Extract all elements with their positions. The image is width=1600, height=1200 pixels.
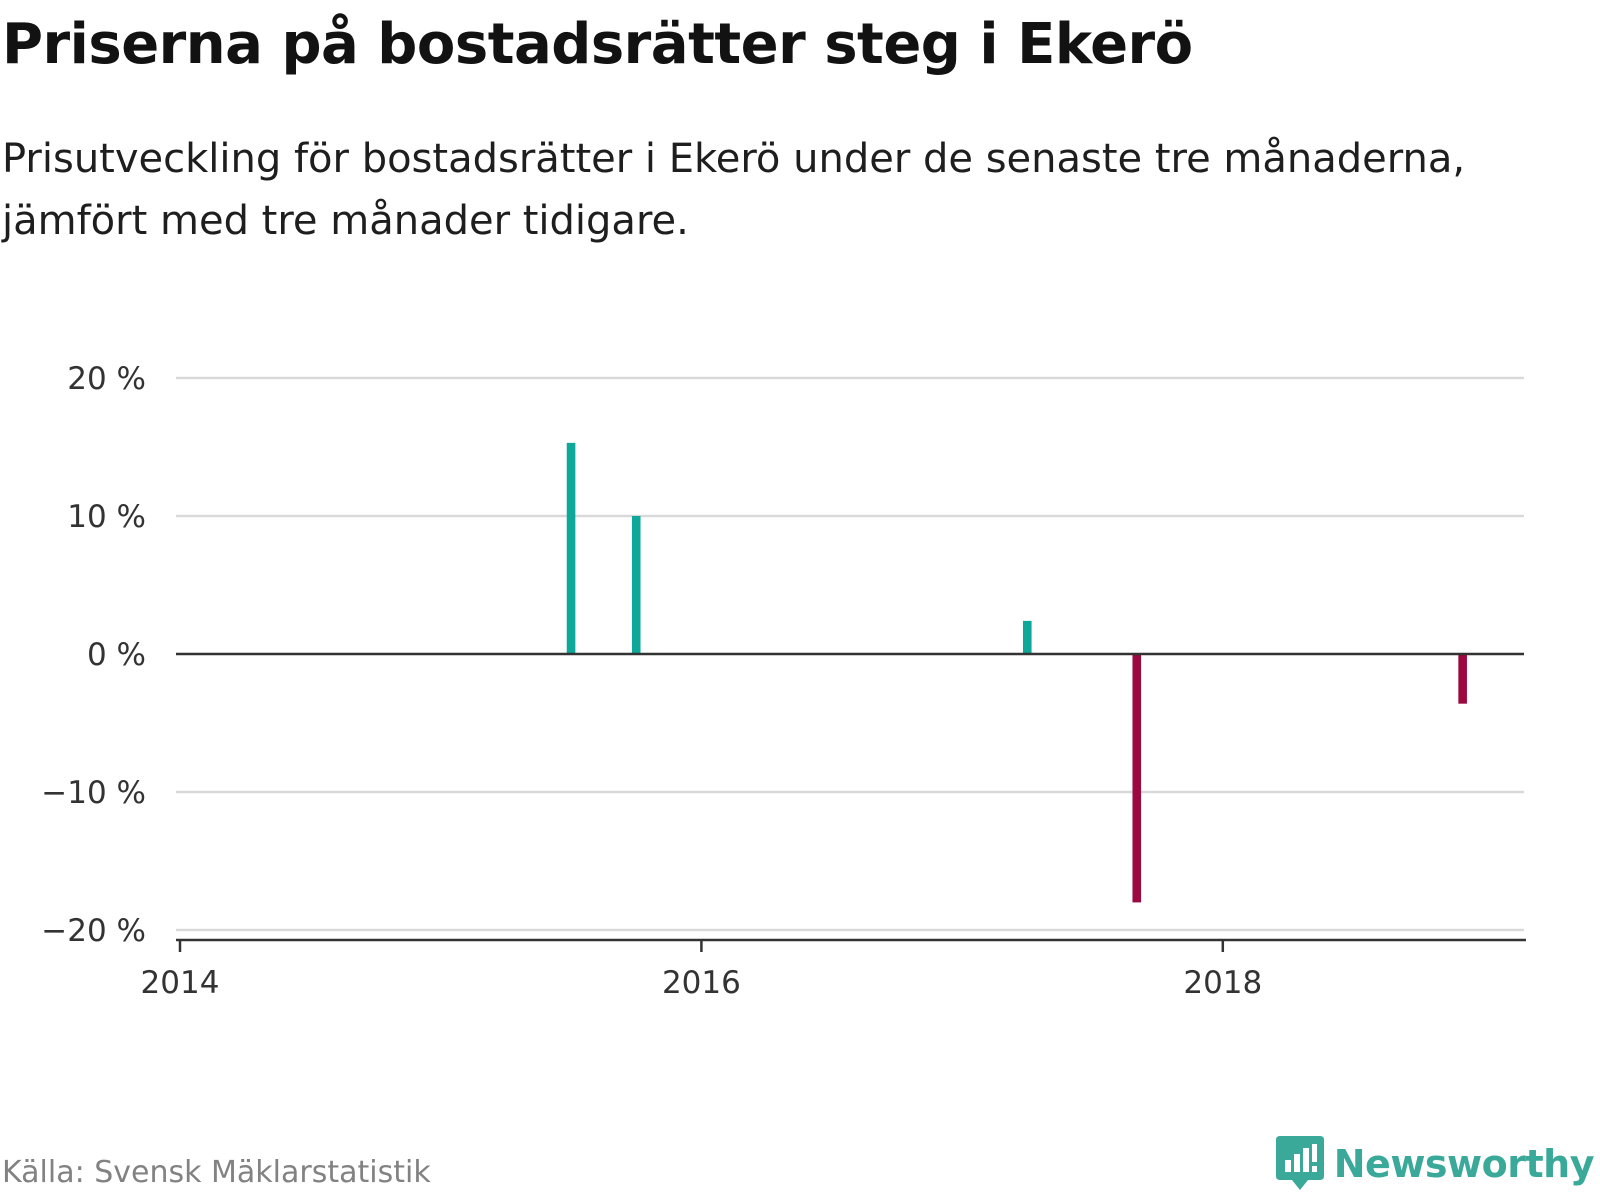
bar <box>1132 654 1142 903</box>
y-tick-label: −20 % <box>41 913 146 949</box>
x-tick-label: 2016 <box>662 965 741 1001</box>
y-tick-label: 10 % <box>67 499 146 535</box>
x-tick-label: 2014 <box>141 965 220 1001</box>
chart-subtitle: Prisutveckling för bostadsrätter i Ekerö… <box>2 136 1466 244</box>
chart-title: Priserna på bostadsrätter steg i Ekerö <box>2 12 1193 77</box>
brand-logo: Newsworthy <box>1275 1136 1595 1190</box>
y-tick-label: 20 % <box>67 361 146 397</box>
brand-name: Newsworthy <box>1333 1142 1595 1186</box>
bars <box>566 442 1467 903</box>
x-axis-ticks: 201420162018202020222024 <box>141 940 1262 1001</box>
y-tick-label: −10 % <box>41 775 146 811</box>
y-tick-label: 0 % <box>87 637 146 673</box>
bar <box>1458 654 1467 704</box>
axes <box>176 652 1526 942</box>
newsworthy-logo-icon <box>1275 1136 1324 1190</box>
bar <box>566 442 576 654</box>
bar <box>631 516 641 654</box>
bar <box>1022 620 1032 654</box>
source-note: Källa: Svensk Mäklarstatistik <box>2 1155 431 1190</box>
y-axis-ticks: 20 % 10 % 0 % −10 % −20 % <box>41 361 146 949</box>
x-tick-label: 2018 <box>1183 965 1262 1001</box>
gridlines <box>176 376 1524 932</box>
bar-chart: 20 %10 %0 %−10 %−20 % 201420162018202020… <box>41 361 1526 1001</box>
